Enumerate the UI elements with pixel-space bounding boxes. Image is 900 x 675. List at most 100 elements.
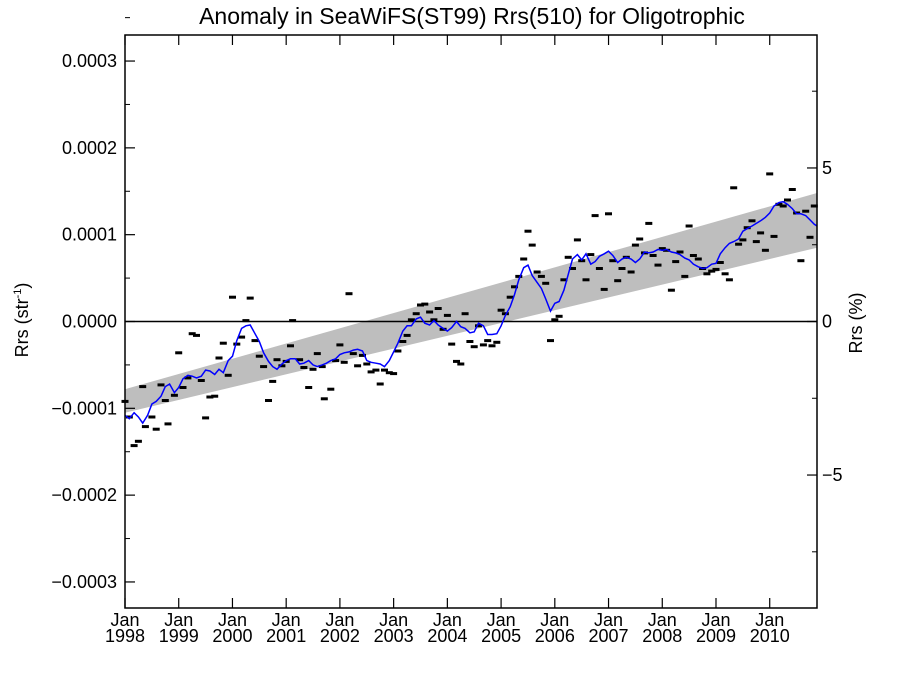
observation-mark [591,214,599,218]
observation-mark [609,259,617,263]
observation-mark [689,254,697,257]
y-tick-label: 0.0003 [62,51,117,71]
x-tick-month-label: Jan [110,610,139,630]
observation-mark [694,257,702,261]
observation-mark [757,231,765,235]
observation-mark [457,362,465,366]
observation-mark [260,365,268,369]
observation-mark [305,386,313,389]
x-tick-month-label: Jan [701,610,730,630]
chart-title: Anomaly in SeaWiFS(ST99) Rrs(510) for Ol… [199,3,745,29]
observation-mark [296,358,304,362]
observation-mark [743,226,751,230]
observation-mark [287,344,294,348]
observation-mark [359,353,366,357]
observation-mark [251,339,259,343]
y-tick-label: −0.0001 [51,398,117,418]
x-tick-year-label: 1998 [105,626,145,646]
observation-mark [784,198,791,202]
observation-mark [372,368,380,372]
observation-mark [573,238,581,242]
observation-mark [537,274,545,278]
x-tick-month-label: Jan [648,610,677,630]
observation-mark [403,333,411,337]
x-tick-month-label: Jan [272,610,301,630]
y-tick-label: 0.0002 [62,138,117,158]
y2-tick-label: 5 [822,158,832,178]
observation-mark [730,186,738,190]
observation-mark [453,359,460,363]
observation-mark [766,172,774,176]
observation-mark [336,343,344,347]
x-tick-year-label: 2004 [427,626,467,646]
left-axis-label-close: ) [12,283,32,289]
observation-mark [211,394,219,398]
observation-mark [676,250,684,254]
observation-mark [748,219,756,223]
x-tick-month-label: Jan [218,610,247,630]
x-tick-year-label: 2002 [320,626,360,646]
observation-mark [618,267,626,270]
observation-mark [627,270,635,274]
observation-mark [161,399,169,402]
observation-mark [152,427,160,431]
observation-mark [367,370,375,374]
observation-mark [265,399,272,402]
observation-mark [125,415,133,419]
observation-mark [708,269,716,273]
left-axis-ticks: 0.0003 0.0002 0.0001 0.0000 −0.0001 −0.0002 −0… [51,17,135,592]
right-axis-label: Rrs (%) [846,293,866,354]
observation-mark [390,372,398,376]
observation-mark [289,319,297,323]
observation-mark [663,248,671,252]
observation-mark [134,439,142,443]
observation-mark [461,312,469,316]
observation-mark [716,261,724,264]
observation-mark [238,335,246,339]
observation-mark [242,319,250,323]
observation-mark [511,285,518,289]
observation-mark [775,202,783,206]
y-tick-label: −0.0003 [51,572,117,592]
observation-mark [470,345,478,349]
observation-mark [139,385,147,389]
observation-mark [327,387,335,391]
observation-mark [219,341,227,345]
observation-mark [300,366,308,369]
observation-mark [667,288,675,292]
x-tick-year-label: 1999 [159,626,199,646]
observation-mark [582,278,590,282]
observation-mark [797,259,805,263]
observation-mark [547,339,554,343]
x-tick-year-label: 2008 [642,626,682,646]
observation-mark [484,339,492,343]
y-tick-label: −0.0002 [51,485,117,505]
observation-mark [735,242,743,246]
observation-mark [524,229,532,233]
left-axis-label-superscript: -1 [12,289,24,299]
observation-mark [488,344,496,348]
observation-mark [542,281,550,285]
plot-area [121,172,818,448]
observation-mark [434,307,442,310]
observation-mark [810,204,818,208]
x-tick-month-label: Jan [379,610,408,630]
observation-mark [681,274,689,278]
observation-mark [376,382,384,386]
observation-mark [725,278,733,282]
observation-mark [269,379,277,383]
observation-mark [188,332,196,336]
y2-tick-label: 0 [822,312,832,332]
observation-mark [426,310,434,314]
observation-mark [320,397,328,401]
x-tick-year-label: 2005 [481,626,521,646]
observation-mark [313,352,321,356]
y-tick-label: 0.0000 [62,312,117,332]
x-tick-month-label: Jan [540,610,569,630]
observation-mark [479,343,487,347]
observation-mark [506,295,514,299]
observation-mark [595,267,603,270]
observation-mark [273,358,281,362]
